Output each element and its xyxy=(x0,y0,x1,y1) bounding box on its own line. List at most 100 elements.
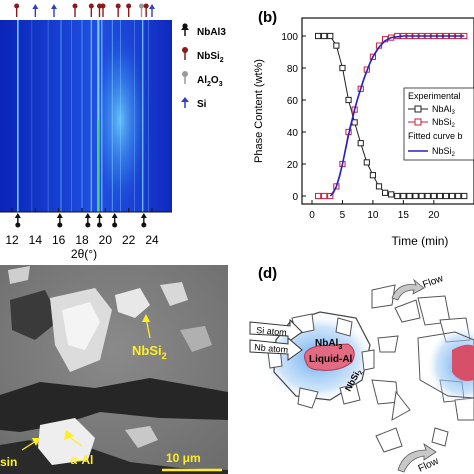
flow-bottom-label: Flow xyxy=(417,455,441,474)
svg-text:NbSi2: NbSi2 xyxy=(197,51,224,64)
nbal3-marker-icon xyxy=(140,213,147,228)
svg-text:NbAl3: NbAl3 xyxy=(197,27,226,38)
panel-c: NbSi2 α-Al sin 10 μm xyxy=(0,265,228,474)
xrd-top-markers xyxy=(14,3,155,17)
legend-b-nbsi2-label: NbSi xyxy=(432,117,452,127)
xrd-legend: NbAl3 NbSi2 Al2O3 xyxy=(181,23,226,110)
sem-particle xyxy=(62,302,100,350)
data-point-marker xyxy=(375,183,383,190)
sem-resin-label: sin xyxy=(0,455,17,469)
nbsi2-marker-icon xyxy=(115,3,121,17)
sem-label-resin: sin xyxy=(0,438,40,469)
crystal-shapes xyxy=(371,284,474,453)
arrow-right-icon xyxy=(249,336,303,361)
xrd-peak-lines xyxy=(17,20,149,212)
series-line-2 xyxy=(329,35,465,197)
data-point-marker xyxy=(327,32,334,40)
xrd-tick-label: 14 xyxy=(29,233,43,247)
data-point-marker xyxy=(314,192,322,200)
data-point-marker xyxy=(442,192,450,200)
liquid-al-label: Liquid-Al xyxy=(309,354,353,365)
svg-text:Al2O3: Al2O3 xyxy=(197,75,223,88)
data-point-marker xyxy=(321,32,328,40)
flow-top-label: Flow xyxy=(421,273,445,291)
sem-alpha-al-label: α-Al xyxy=(70,453,93,467)
chart-b-xlabel: Time (min) xyxy=(392,234,449,248)
x-tick-label: 20 xyxy=(428,210,440,221)
chart-b-legend: Experimental NbAl3 NbSi2 Fitted curve b … xyxy=(403,87,474,161)
x-tick-label: 10 xyxy=(367,210,379,221)
data-point-marker xyxy=(339,64,346,72)
liquid-al-region xyxy=(304,343,355,371)
sem-scale-label: 10 μm xyxy=(166,451,201,465)
sem-dark-region xyxy=(0,440,228,474)
data-point-marker xyxy=(327,192,334,200)
sem-dark-region xyxy=(10,290,60,340)
sem-scale-bar: 10 μm xyxy=(162,451,222,472)
legend-nbsi2-label: NbSi xyxy=(197,51,220,62)
data-point-marker xyxy=(430,192,437,200)
legend-nbal3: NbAl3 xyxy=(181,23,226,38)
legend-al2o3: Al2O3 xyxy=(182,71,223,88)
legend-fitted-title: Fitted curve b xyxy=(408,131,463,141)
sem-particle xyxy=(38,418,95,465)
data-point-marker xyxy=(400,192,407,200)
si-atom-arrow: Si atom xyxy=(249,318,303,343)
legend-al2o3-label: Al xyxy=(197,75,207,86)
nbal3-marker-icon xyxy=(56,213,63,228)
legend-b-nbal3-sub: 3 xyxy=(452,110,456,116)
nb-atom-arrow: Nb atom xyxy=(249,336,303,361)
legend-nbsi2-sub: 2 xyxy=(220,57,224,64)
xrd-bottom-markers xyxy=(14,213,147,228)
legend-experimental-title: Experimental xyxy=(408,91,461,101)
data-point-marker xyxy=(369,172,377,179)
svg-text:Si: Si xyxy=(197,99,207,110)
arrow-right-icon xyxy=(249,318,303,343)
legend-b-nbal3: NbAl3 xyxy=(408,104,456,116)
curved-arrow-icon xyxy=(397,443,437,473)
xrd-tick-label: 20 xyxy=(99,233,113,247)
sem-particle xyxy=(115,288,150,318)
marker-nbsi2-icon xyxy=(182,47,188,60)
nbal3-sub: 3 xyxy=(338,344,342,351)
data-point-marker xyxy=(363,159,370,166)
nbsi2-marker-icon xyxy=(97,3,102,17)
legend-b-nbal3-label: NbAl xyxy=(432,104,452,114)
sem-particle xyxy=(125,426,158,448)
data-point-marker xyxy=(412,192,419,200)
svg-text:NbSi2: NbSi2 xyxy=(432,146,456,158)
sem-nbsi2-sub: 2 xyxy=(162,351,167,361)
xrd-x-ticks: 12 14 16 18 20 22 24 xyxy=(5,208,159,247)
legend-al2o3-label2: O xyxy=(211,75,219,86)
si-marker-icon xyxy=(32,4,39,17)
data-point-marker xyxy=(436,192,444,200)
legend-b-fit-sub: 2 xyxy=(452,152,456,158)
legend-al2o3-sub: 2 xyxy=(207,81,211,88)
flow-top: Flow xyxy=(391,273,446,301)
chart-b-plot xyxy=(314,32,468,200)
legend-b-fit-label: NbSi xyxy=(432,146,452,156)
panel-d-label: (d) xyxy=(258,265,277,282)
panel-d: (d) xyxy=(249,265,474,474)
data-point-marker xyxy=(388,191,395,198)
si-marker-icon xyxy=(149,4,155,17)
data-point-marker xyxy=(418,192,425,200)
nbsi2-marker-icon xyxy=(126,3,132,17)
xrd-tick-label: 24 xyxy=(145,233,159,247)
svg-text:NbAl3: NbAl3 xyxy=(315,338,342,351)
y-tick-label: 40 xyxy=(287,128,299,139)
nbal3-marker-icon xyxy=(14,213,21,228)
xrd-tick-label: 12 xyxy=(5,233,19,247)
data-point-marker xyxy=(406,192,413,200)
legend-b-fit: NbSi2 xyxy=(408,146,456,158)
data-point-marker xyxy=(381,189,389,196)
y-tick-label: 80 xyxy=(287,64,299,75)
curved-arrow-icon xyxy=(391,278,425,301)
data-point-marker xyxy=(455,192,462,200)
data-point-marker xyxy=(424,192,431,200)
xrd-x-axis-label: 2θ(°) xyxy=(71,247,97,261)
al2o3-marker-icon xyxy=(139,3,144,17)
sem-nbsi2-label: NbSi xyxy=(132,343,162,358)
chart-b-frame xyxy=(301,17,474,205)
